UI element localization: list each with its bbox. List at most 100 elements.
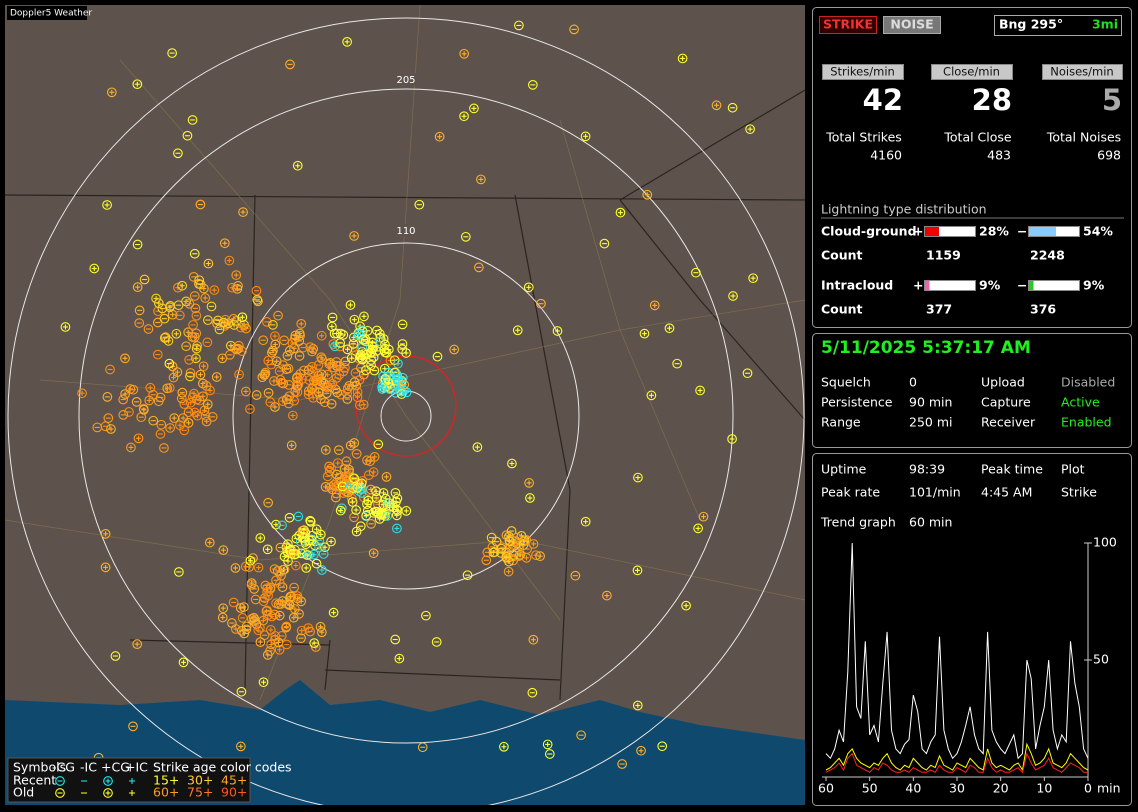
strike-symbol [209, 285, 220, 295]
strike-symbol [262, 583, 273, 593]
strike-symbol [236, 686, 247, 697]
total-value: 4160 [870, 148, 902, 163]
strike-symbol [128, 721, 138, 732]
status-field: Capture [981, 395, 1031, 410]
strike-symbol [527, 687, 538, 698]
strike-symbol [320, 542, 330, 553]
strike-symbol [77, 388, 87, 399]
strike-symbol [657, 741, 668, 752]
strike-symbol [299, 365, 309, 376]
strike-symbol [355, 350, 366, 360]
strike-symbol [348, 332, 359, 343]
strike-symbol [92, 422, 103, 433]
strike-symbol [189, 248, 200, 259]
strike-symbol [171, 328, 182, 339]
strike-symbol [508, 550, 519, 560]
strike-symbol [183, 417, 194, 428]
bearing-box [994, 15, 1122, 36]
strike-symbol [144, 395, 155, 406]
strike-symbol [220, 314, 231, 325]
strike-symbol [569, 24, 579, 35]
strike-symbol [102, 200, 112, 210]
strike-symbol [285, 59, 295, 70]
rate-button[interactable] [822, 64, 904, 80]
strike-symbol [576, 730, 586, 741]
count-value: 1159 [926, 248, 961, 263]
rate-button[interactable] [931, 64, 1013, 80]
strike-symbol [462, 570, 473, 581]
strike-symbol [200, 410, 211, 421]
strike-symbol [281, 621, 292, 632]
rate-button-label[interactable]: Close/min [943, 65, 1000, 79]
strike-symbol [167, 361, 178, 372]
strike-symbol [110, 651, 121, 661]
legend-header: -IC [80, 760, 97, 775]
strike-symbol [358, 334, 369, 345]
legend-row-label: Recent [13, 773, 56, 788]
strike-symbol [311, 558, 322, 569]
strike-symbol [358, 399, 369, 410]
status-field: Receiver [981, 415, 1036, 430]
strike-symbol [512, 325, 523, 336]
strike-symbol [317, 565, 327, 575]
rate-button-label[interactable]: Noises/min [1050, 65, 1113, 79]
strike-symbol [250, 594, 261, 605]
strike-symbol [379, 345, 389, 355]
strike-symbol [185, 368, 196, 378]
strike-button-label[interactable]: STRIKE [823, 17, 873, 32]
strike-symbol [248, 553, 258, 563]
strike-symbol [639, 328, 650, 339]
map-title: Doppler5 Weather [10, 9, 92, 19]
strike-symbol [376, 508, 386, 519]
strike-symbol [263, 591, 273, 601]
strike-symbol [646, 390, 657, 401]
percent-label: 54% [1083, 224, 1113, 239]
status-field: Disabled [1061, 375, 1115, 390]
strike-symbol [677, 53, 688, 64]
strike-symbol [397, 339, 408, 349]
strike-symbol [370, 506, 381, 517]
strike-symbol [236, 322, 246, 333]
strike-symbol [374, 328, 385, 339]
strike-symbol [345, 300, 356, 310]
trend-line [825, 542, 1089, 760]
strike-symbol [156, 419, 167, 430]
x-tick-label: 50 [862, 781, 878, 796]
strike-symbol [224, 255, 235, 266]
strike-symbol [338, 330, 349, 340]
strike-symbol [527, 80, 538, 90]
y-tick-label: 50 [1093, 652, 1109, 667]
strike-symbol [378, 488, 389, 498]
strike-symbol [204, 537, 215, 548]
uptime-field: Peak time [981, 462, 1043, 477]
strike-symbol [289, 549, 300, 560]
strike-symbol [258, 677, 269, 688]
strike-symbol [293, 379, 304, 389]
strike-symbol [132, 79, 143, 90]
strike-symbol [233, 340, 244, 351]
strike-symbol [297, 525, 308, 536]
strike-symbol [380, 339, 390, 350]
strike-symbol [288, 410, 298, 421]
strike-symbol [334, 472, 345, 483]
rate-button-label[interactable]: Strikes/min [830, 65, 895, 79]
percent-track [1028, 280, 1080, 291]
ring-label-bg [394, 224, 418, 237]
strike-symbol [711, 100, 722, 111]
strike-symbol [134, 318, 145, 328]
strike-symbol [106, 424, 116, 434]
noise-button[interactable] [883, 16, 941, 34]
uptime-field: Strike [1061, 485, 1097, 500]
rate-button[interactable] [1042, 64, 1123, 80]
x-tick-label: 30 [949, 781, 965, 796]
strike-symbol [501, 530, 512, 541]
strike-symbol [139, 274, 150, 285]
distance: 3mi [1092, 17, 1118, 32]
strike-symbol [273, 310, 283, 321]
noise-button-label[interactable]: NOISE [890, 17, 933, 32]
strike-symbol [342, 394, 353, 404]
sign: + [913, 224, 923, 239]
strike-symbol [351, 380, 361, 391]
strike-symbol [499, 741, 509, 752]
strike-button[interactable] [819, 16, 877, 34]
